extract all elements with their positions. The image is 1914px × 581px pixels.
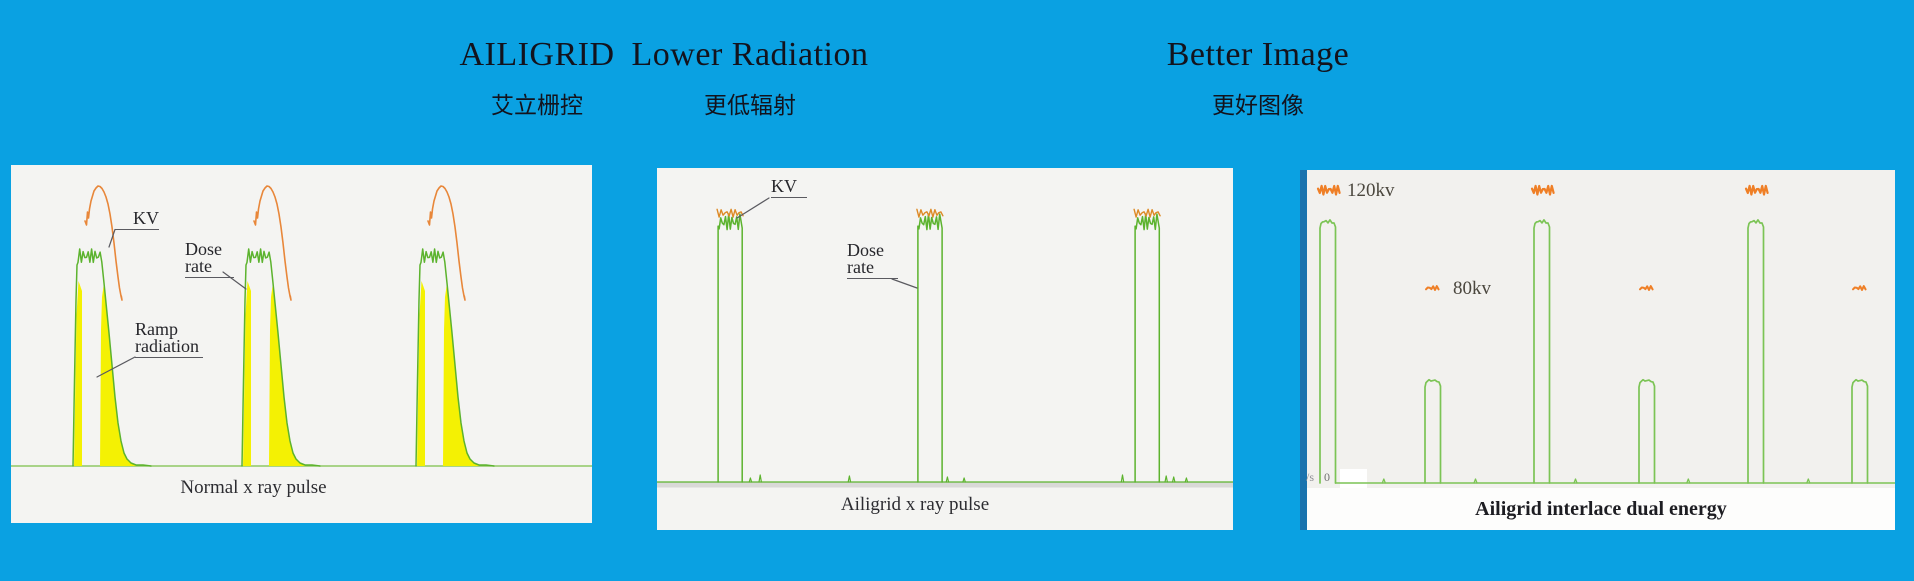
kv-noise (916, 208, 944, 218)
caption-strip: Ailigrid interlace dual energy (1307, 488, 1895, 530)
kv120-noise-icon (1530, 184, 1555, 196)
kv-noise (1133, 208, 1161, 218)
dose-rate-curve (415, 248, 495, 467)
baseline-spike (1184, 477, 1189, 483)
ramp-radiation-fill (243, 281, 251, 466)
ramp-radiation-leader-line (96, 356, 136, 378)
ramp-radiation-label: Ramp radiation (135, 320, 203, 358)
ramp-radiation-fill (443, 283, 479, 466)
dose-rate-curve (241, 248, 321, 467)
pulse-120kv (1533, 219, 1551, 484)
pulse-80kv (1638, 378, 1656, 484)
baseline-bump (1806, 478, 1811, 484)
title-lower-radiation: Lower Radiation (631, 36, 869, 73)
baseline-spike (1120, 474, 1125, 483)
kv-curve (427, 185, 466, 301)
baseline-bump (1573, 478, 1578, 484)
pulse-120kv (1319, 219, 1337, 484)
ramp-radiation-fill (74, 281, 82, 466)
axis-fragment: /s (1306, 470, 1315, 484)
baseline-spike (1171, 476, 1176, 483)
baseline-spike (847, 475, 852, 483)
subtitle-better-image-cn: 更好图像 (1212, 93, 1304, 118)
kv-label: KV (115, 209, 159, 230)
dose-rate-pulse (917, 213, 943, 483)
dose-rate-curve (72, 248, 152, 467)
caption-normal-x-ray-pulse: Normal x ray pulse (180, 477, 327, 498)
baseline-spike (945, 476, 950, 483)
dose-rate-label: Dose rate (185, 240, 234, 278)
baseline-spike (962, 477, 966, 483)
pulse-120kv (1747, 219, 1765, 484)
kv-curve (84, 185, 123, 301)
ramp-radiation-fill (100, 283, 136, 466)
ailigrid-pulse-waveform (657, 197, 1233, 488)
header-block-better-image: Better Image 更好图像 (1167, 36, 1350, 120)
subtitle-ailigrid-cn: 艾立栅控 (490, 93, 583, 118)
baseline-bump (1686, 478, 1691, 484)
label-120kv: 120kv (1347, 180, 1395, 201)
axis-zero-tick: 0 (1324, 470, 1330, 484)
white-patch (1340, 469, 1367, 491)
pulse-80kv (1851, 378, 1869, 484)
subtitle-lower-radiation-cn: 更低辐射 (704, 93, 796, 118)
dose-rate-pulse (717, 213, 743, 483)
dose-rate-leader-line (891, 278, 918, 289)
title-ailigrid: AILIGRID (459, 36, 615, 73)
baseline-spike (1164, 475, 1168, 483)
panel-interlace-dual-energy: 120kv 80kv /s 0 Ailigrid interlace dual … (1300, 170, 1895, 530)
header-block-ailigrid: AILIGRID 艾立栅控 (459, 36, 614, 120)
dose-rate-leader-line (222, 271, 247, 290)
kv-leader-line (108, 228, 116, 248)
kv-leader-line (736, 197, 770, 219)
baseline-bump (1381, 478, 1386, 484)
header-block-lower-radiation: Lower Radiation 更低辐射 (632, 36, 869, 120)
ramp-radiation-fill (417, 281, 425, 466)
kv80-noise-icon (1852, 285, 1867, 291)
kv80-noise-icon (1425, 285, 1440, 291)
kv80-noise-icon (1639, 285, 1654, 291)
baseline-band (657, 481, 1233, 488)
pulse-80kv (1424, 378, 1442, 484)
baseline-spike (758, 474, 762, 483)
kv-curve (253, 185, 292, 301)
dose-rate-label: Dose rate (847, 241, 898, 279)
kv120-noise-icon (1744, 184, 1769, 196)
baseline-spike (748, 477, 753, 483)
kv-noise (716, 208, 744, 218)
normal-pulse-waveform (11, 185, 592, 467)
title-better-image: Better Image (1166, 36, 1350, 73)
ramp-radiation-fill (269, 283, 305, 466)
caption-interlace-dual-energy: Ailigrid interlace dual energy (1475, 498, 1727, 520)
kv-label: KV (771, 177, 807, 198)
baseline-bump (1473, 478, 1478, 484)
dual-energy-waveform (1316, 184, 1895, 484)
panel-normal-x-ray-pulse: KV Dose rate Ramp radiation Normal x ray p… (11, 165, 592, 523)
caption-ailigrid-x-ray-pulse: Ailigrid x ray pulse (840, 494, 990, 515)
label-80kv: 80kv (1453, 278, 1491, 299)
panel-ailigrid-x-ray-pulse: KV Dose rate Ailigrid x ray pulse (657, 168, 1233, 530)
dose-rate-pulse (1134, 213, 1161, 483)
kv120-noise-icon (1316, 184, 1341, 196)
